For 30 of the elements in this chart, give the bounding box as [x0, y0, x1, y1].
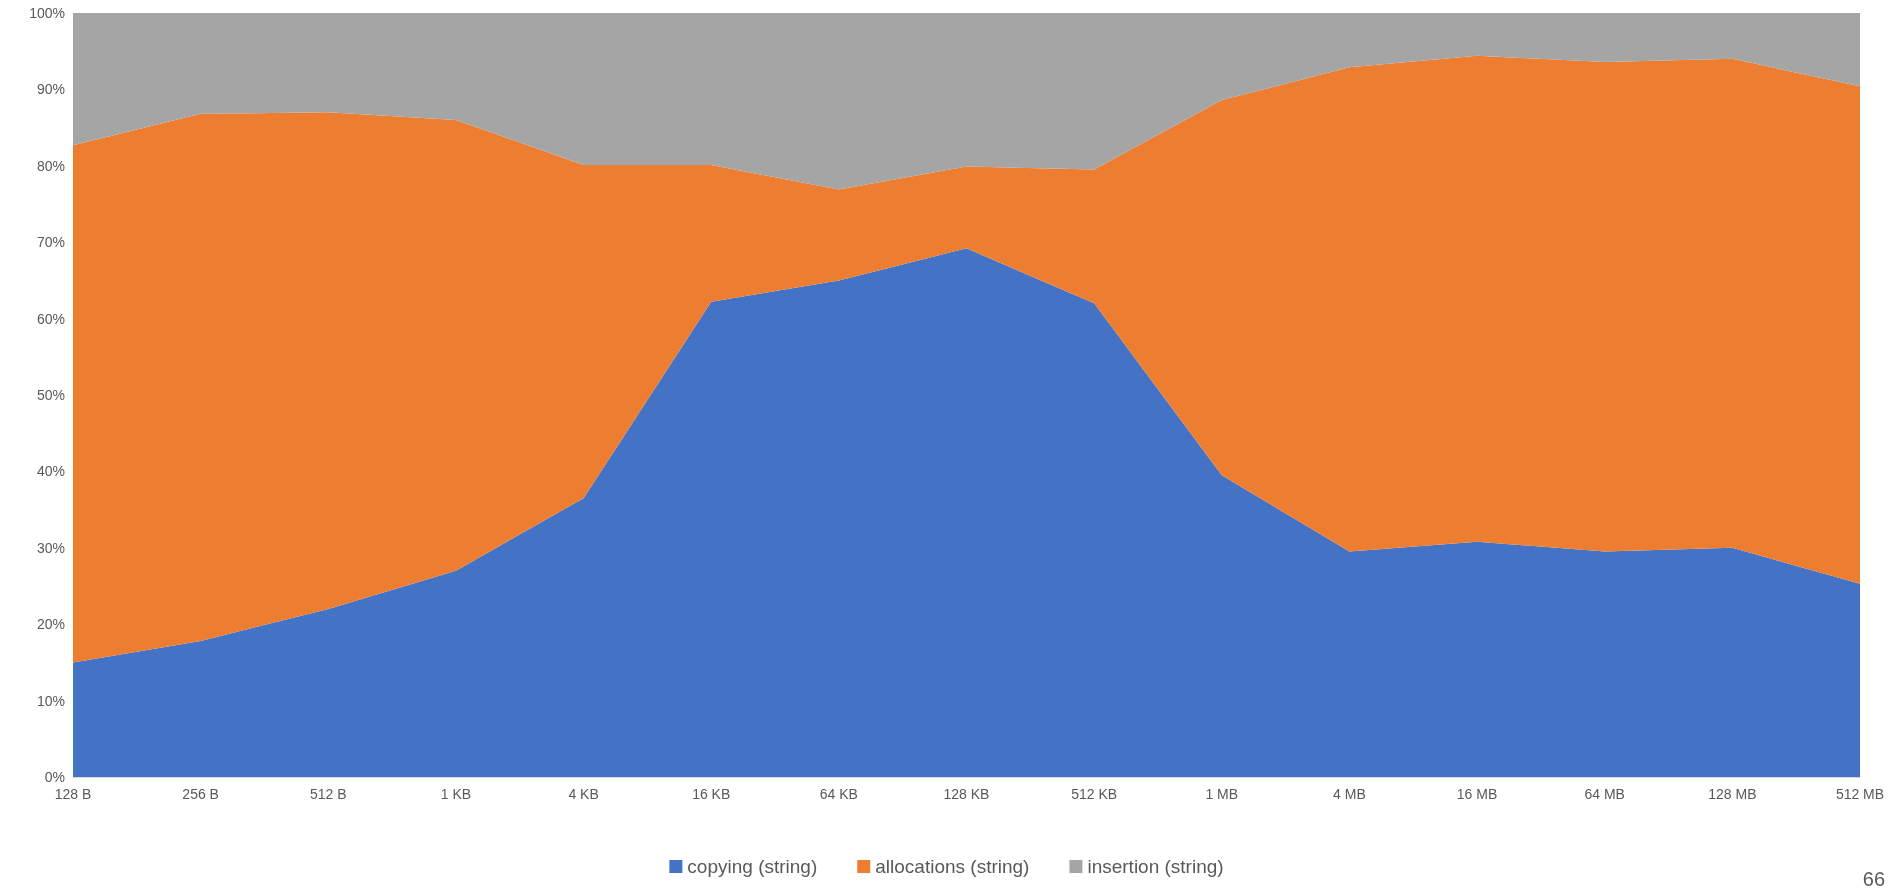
- x-tick-label: 128 KB: [943, 786, 990, 802]
- x-tick-label: 128 MB: [1708, 786, 1757, 802]
- x-tick-label: 512 B: [309, 786, 347, 802]
- x-tick-label: 1 KB: [440, 786, 472, 802]
- y-tick-label: 80%: [36, 157, 65, 174]
- x-tick-label: 512 KB: [1071, 786, 1118, 802]
- y-tick-label: 30%: [36, 539, 65, 556]
- legend-label: copying (string): [687, 856, 818, 877]
- x-tick-label: 1 MB: [1205, 786, 1239, 802]
- legend-label: allocations (string): [875, 856, 1030, 877]
- y-tick-label: 10%: [36, 692, 65, 709]
- x-tick-label: 64 MB: [1584, 786, 1625, 802]
- y-tick-label: 50%: [36, 387, 65, 403]
- x-tick-label: 16 KB: [692, 786, 731, 802]
- x-tick-label: 256 B: [182, 786, 219, 802]
- x-tick-label: 16 MB: [1456, 786, 1498, 802]
- y-tick-label: 70%: [36, 234, 65, 251]
- x-tick-label: 4 MB: [1333, 786, 1366, 802]
- y-tick-label: 0%: [44, 769, 65, 785]
- x-tick-label: 64 KB: [819, 786, 858, 802]
- y-tick-label: 90%: [36, 81, 65, 98]
- y-tick-label: 20%: [36, 616, 65, 633]
- x-tick-label: 128 B: [54, 786, 92, 802]
- y-tick-label: 100%: [29, 5, 65, 21]
- x-tick-label: 512 MB: [1835, 786, 1885, 802]
- y-tick-label: 60%: [36, 310, 65, 327]
- legend-label: insertion (string): [1087, 856, 1224, 877]
- y-tick-label: 40%: [36, 463, 65, 480]
- text: 66: [1862, 868, 1885, 890]
- x-tick-label: 4 KB: [568, 786, 599, 802]
